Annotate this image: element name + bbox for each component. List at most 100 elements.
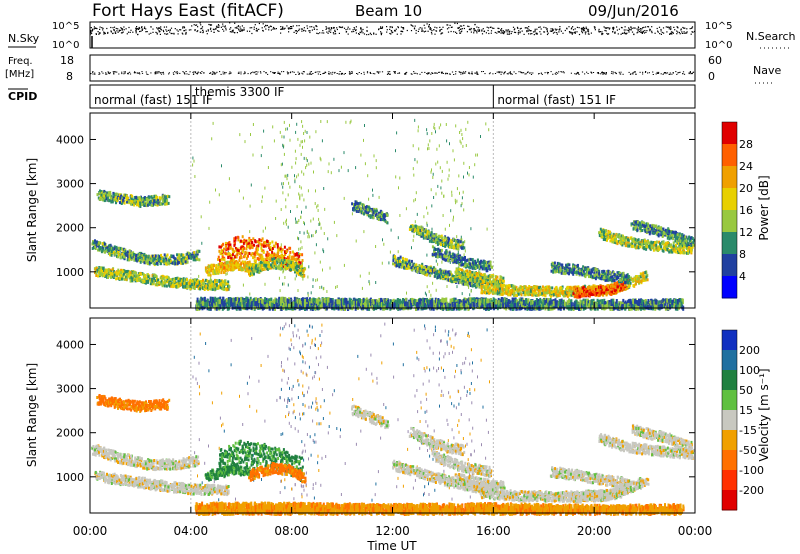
freq-point (655, 73, 657, 75)
freq-point (672, 72, 674, 74)
noise-point (283, 135, 285, 139)
data-point (114, 192, 117, 196)
data-point (231, 298, 234, 304)
data-point (119, 246, 122, 250)
freq-point (468, 71, 470, 73)
nsky-point (291, 27, 293, 29)
data-point (196, 303, 199, 309)
nsky-point (158, 31, 160, 33)
data-point (171, 261, 174, 265)
data-point (296, 261, 299, 265)
nsky-point (281, 28, 283, 30)
freq-point (424, 71, 426, 73)
nsky-point (554, 28, 556, 30)
data-point (261, 267, 264, 271)
data-point (254, 253, 257, 257)
data-point (231, 247, 234, 251)
freq-point (413, 72, 415, 74)
data-point (262, 257, 265, 261)
nsky-point (413, 27, 416, 29)
nsky-point (145, 28, 147, 30)
nsky-point (282, 28, 284, 30)
data-point (164, 202, 166, 206)
nsky-point (321, 32, 323, 34)
nsky-point (99, 26, 101, 28)
nsky-point (234, 22, 236, 24)
data-point (331, 300, 334, 306)
nsky-point (301, 30, 303, 32)
noise-point (411, 246, 412, 250)
data-point (269, 248, 272, 251)
freq-point (325, 72, 327, 74)
nsky-point (539, 31, 541, 33)
nsky-point (225, 29, 227, 31)
data-point (237, 263, 240, 267)
freq-point (577, 72, 579, 73)
data-point (249, 263, 252, 267)
noise-point (315, 229, 317, 233)
data-point (215, 301, 218, 307)
data-point (160, 276, 163, 280)
freq-point (411, 73, 413, 75)
freq-point (112, 71, 114, 73)
noise-point (272, 125, 274, 129)
data-point (150, 203, 153, 207)
freq-point (146, 73, 148, 75)
data-point (110, 253, 113, 257)
data-point (114, 198, 117, 202)
nsky-point (636, 32, 638, 34)
data-point (253, 255, 256, 259)
noise-point (302, 145, 303, 149)
data-point (217, 266, 220, 270)
freq-point (247, 73, 249, 75)
noise-point (297, 289, 299, 292)
data-point (133, 278, 136, 281)
nsky-point (207, 29, 209, 31)
freq-point (518, 71, 520, 73)
data-point (219, 245, 222, 249)
noise-point (192, 156, 194, 160)
nsky-point (113, 29, 115, 31)
data-point (240, 246, 243, 250)
noise-point (459, 191, 460, 195)
nsky-point (144, 26, 146, 28)
nsky-point (643, 32, 646, 34)
data-point (143, 253, 146, 257)
noise-point (283, 269, 285, 273)
noise-point (426, 253, 428, 257)
data-point (415, 299, 418, 305)
nsky-point (152, 28, 154, 30)
freq-point (183, 72, 185, 74)
data-point (257, 244, 260, 248)
freq-point (676, 73, 678, 75)
freq-point (378, 72, 380, 74)
nsky-point (347, 33, 349, 35)
data-point (176, 276, 179, 280)
data-point (379, 302, 382, 307)
noise-point (193, 159, 195, 163)
nsky-point (617, 33, 619, 35)
nsky-point (501, 30, 503, 32)
data-point (365, 298, 368, 304)
noise-point (244, 140, 246, 144)
data-point (123, 277, 126, 281)
nsky-point (461, 25, 463, 27)
nsky-point (560, 30, 562, 32)
nsky-point (604, 29, 606, 32)
noise-point (322, 248, 324, 252)
data-point (177, 284, 180, 288)
freq-point (272, 72, 274, 74)
data-point (141, 203, 144, 206)
data-point (164, 195, 167, 199)
freq-point (109, 72, 111, 74)
nsky-point (459, 28, 461, 30)
nsky-point (691, 26, 694, 28)
data-point (159, 198, 162, 202)
noise-point (375, 281, 377, 284)
nsky-point (481, 33, 484, 35)
data-point (273, 257, 276, 261)
data-point (193, 286, 196, 289)
nsky-point (202, 29, 204, 31)
data-point (251, 246, 254, 250)
nsky-point (170, 32, 172, 35)
